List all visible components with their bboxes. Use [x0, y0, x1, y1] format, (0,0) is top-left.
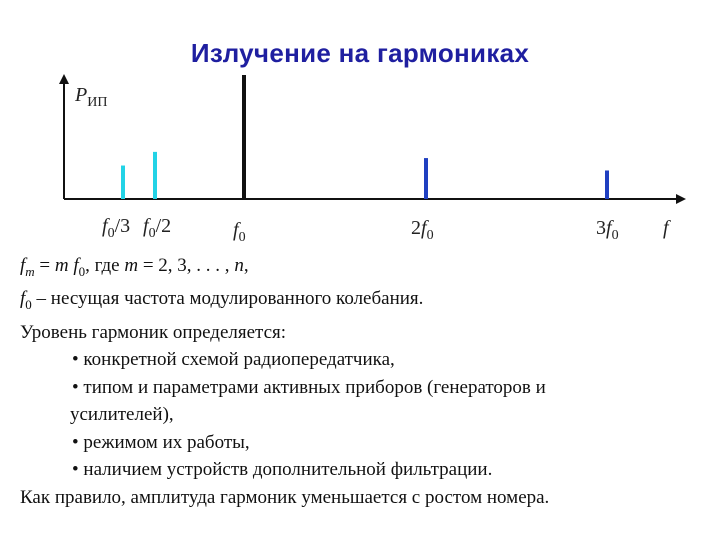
conclusion-line: Как правило, амплитуда гармоник уменьшае…: [20, 486, 550, 508]
tick-f0: f0: [233, 219, 246, 245]
tick-3f0: 3f0: [596, 217, 619, 243]
harmonics-level-line: Уровень гармоник определяется:: [20, 321, 287, 343]
tick-f0-3: f0/3: [102, 215, 130, 241]
bullet-item: • режимом их работы,: [72, 431, 250, 453]
formula-line: fm = m f0, где m = 2, 3, . . . , n,: [20, 255, 249, 279]
slide-title: Излучение на гармониках: [190, 38, 530, 68]
bullet-continuation: усилителей),: [70, 404, 174, 426]
bars-group: [121, 75, 609, 199]
x-axis-label: f: [663, 217, 671, 239]
bullet-item: • конкретной схемой радиопередатчика,: [72, 349, 395, 371]
body-text: fm = m f0, где m = 2, 3, . . . , n, f0 –…: [20, 252, 710, 511]
carrier-line: f0 – несущая частота модулированного кол…: [20, 288, 424, 313]
tick-f0-2: f0/2: [143, 215, 171, 241]
bullet-item: • наличием устройств дополнительной филь…: [72, 459, 493, 481]
spectrum-chart: PИП f0/3 f0/2 f0 2f0 3f0 f: [59, 74, 686, 245]
y-axis-label: PИП: [74, 84, 107, 110]
bullet-item: • типом и параметрами активных приборов …: [72, 376, 546, 398]
tick-2f0: 2f0: [411, 217, 434, 243]
